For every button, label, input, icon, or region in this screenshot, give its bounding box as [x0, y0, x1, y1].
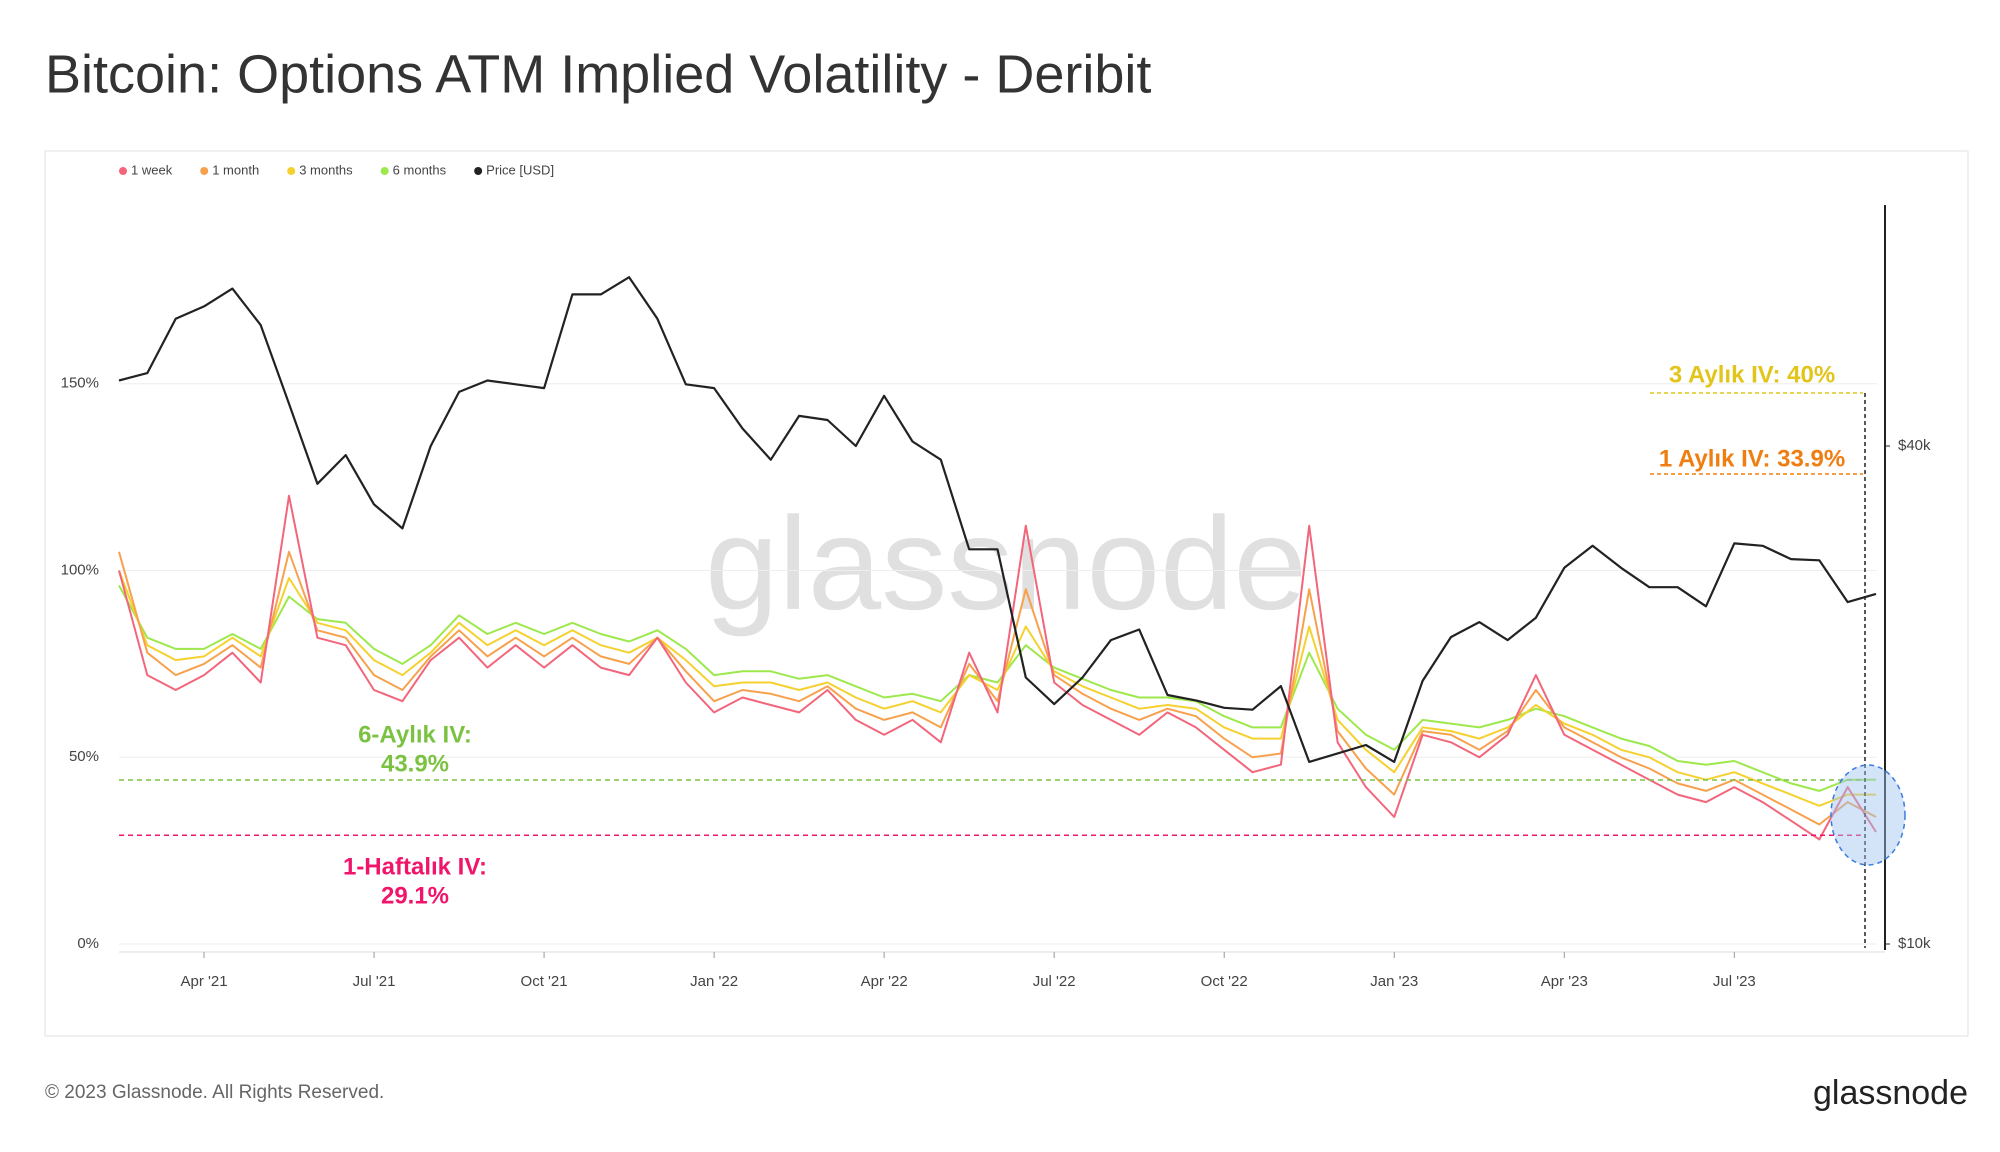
- annotation: 1-Haftalık IV:: [343, 853, 487, 880]
- series-line: [118, 276, 1877, 763]
- series-line: [118, 584, 1876, 792]
- legend-label: Price [USD]: [486, 162, 554, 177]
- x-tick-label: Apr '23: [1541, 973, 1588, 990]
- chart-frame: [44, 150, 1969, 1037]
- x-tick-label: Oct '21: [521, 973, 568, 990]
- x-tick-label: Oct '22: [1201, 973, 1248, 990]
- series-line: [118, 550, 1877, 826]
- annotation: 3 Aylık IV: 40%: [1669, 361, 1835, 388]
- legend-label: 3 months: [299, 162, 353, 177]
- legend-marker: [119, 167, 127, 175]
- legend-label: 6 months: [393, 162, 447, 177]
- x-tick-label: Jul '23: [1713, 973, 1756, 990]
- x-tick-label: Apr '22: [861, 973, 908, 990]
- annotation: 6-Aylık IV:: [358, 721, 472, 748]
- legend-label: 1 month: [212, 162, 259, 177]
- annotation: 29.1%: [381, 882, 449, 909]
- logo: glassnode: [1813, 1074, 1968, 1112]
- y2-tick-label: $40k: [1898, 437, 1931, 454]
- y2-tick-label: $10k: [1898, 935, 1931, 952]
- legend-marker: [474, 167, 483, 175]
- legend-marker: [380, 167, 389, 175]
- chart-title: Bitcoin: Options ATM Implied Volatility …: [45, 44, 1151, 104]
- x-tick-label: Apr '21: [180, 973, 227, 990]
- y-tick-label: 50%: [69, 748, 99, 765]
- legend-label: 1 week: [131, 162, 173, 177]
- series-line: [118, 494, 1877, 841]
- annotation: 43.9%: [381, 750, 449, 777]
- legend-marker: [200, 167, 209, 175]
- y-tick-label: 150%: [61, 375, 99, 392]
- x-tick-label: Jul '22: [1033, 973, 1076, 990]
- x-tick-label: Jul '21: [353, 973, 396, 990]
- annotation: 1 Aylık IV: 33.9%: [1659, 445, 1845, 472]
- copyright: © 2023 Glassnode. All Rights Reserved.: [45, 1082, 384, 1103]
- x-tick-label: Jan '23: [1370, 973, 1418, 990]
- y-tick-label: 0%: [77, 935, 99, 952]
- y-tick-label: 100%: [61, 561, 99, 578]
- x-tick-label: Jan '22: [690, 973, 738, 990]
- highlight: [1830, 764, 1906, 866]
- series-line: [118, 570, 1876, 807]
- watermark: glassnode: [705, 490, 1307, 637]
- legend-marker: [287, 167, 296, 175]
- plot: 0% 50% 100% 150% $10k $40k Apr '21 Jul '21 Oct '…: [61, 162, 1931, 990]
